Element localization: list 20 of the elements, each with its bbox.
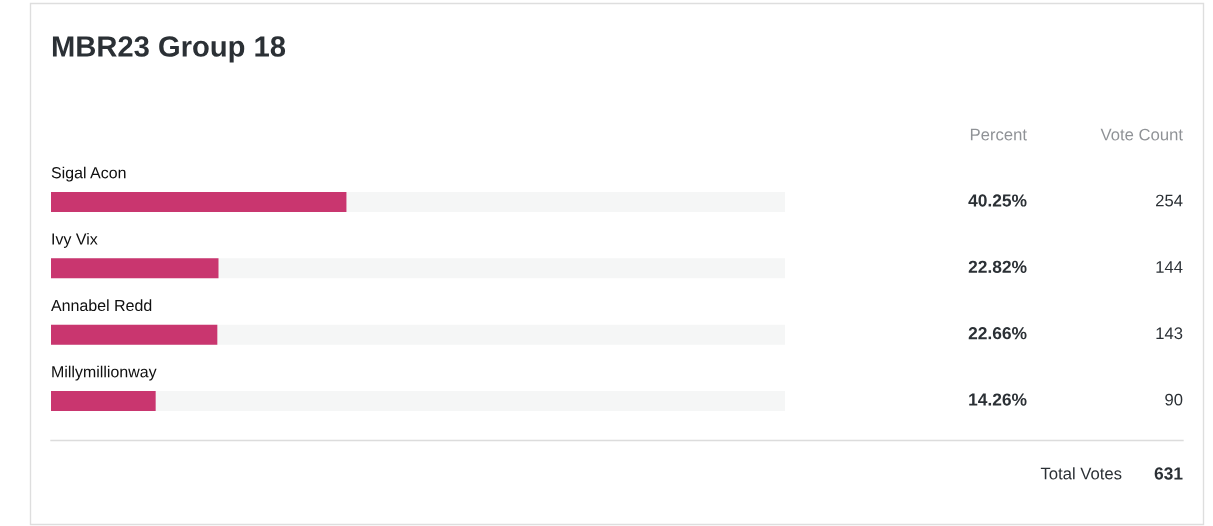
y-tick-label: Annabel Redd [51, 299, 152, 312]
data-label: 22.82% [968, 260, 1027, 273]
text: 90 [1165, 393, 1183, 406]
y-tick-label: Millymillionway [52, 365, 157, 381]
text: Vote Count [1100, 128, 1183, 141]
chart-title: MBR23 Group 18 [52, 36, 286, 63]
data-label: 14.26% [969, 393, 1027, 406]
data-label: 22.66% [968, 327, 1027, 340]
text: 143 [1156, 327, 1183, 340]
text: 631 [1154, 467, 1183, 480]
text: Total Votes [1040, 467, 1122, 480]
y-tick-label: Sigal Acon [51, 166, 126, 182]
bar [51, 324, 218, 345]
text: 254 [1156, 194, 1183, 207]
text: Percent [970, 128, 1027, 141]
data-label: 40.25% [968, 194, 1027, 207]
bar [51, 258, 219, 279]
text: 144 [1156, 261, 1183, 273]
y-tick-label: Ivy Vix [52, 233, 98, 248]
bar [51, 391, 156, 411]
